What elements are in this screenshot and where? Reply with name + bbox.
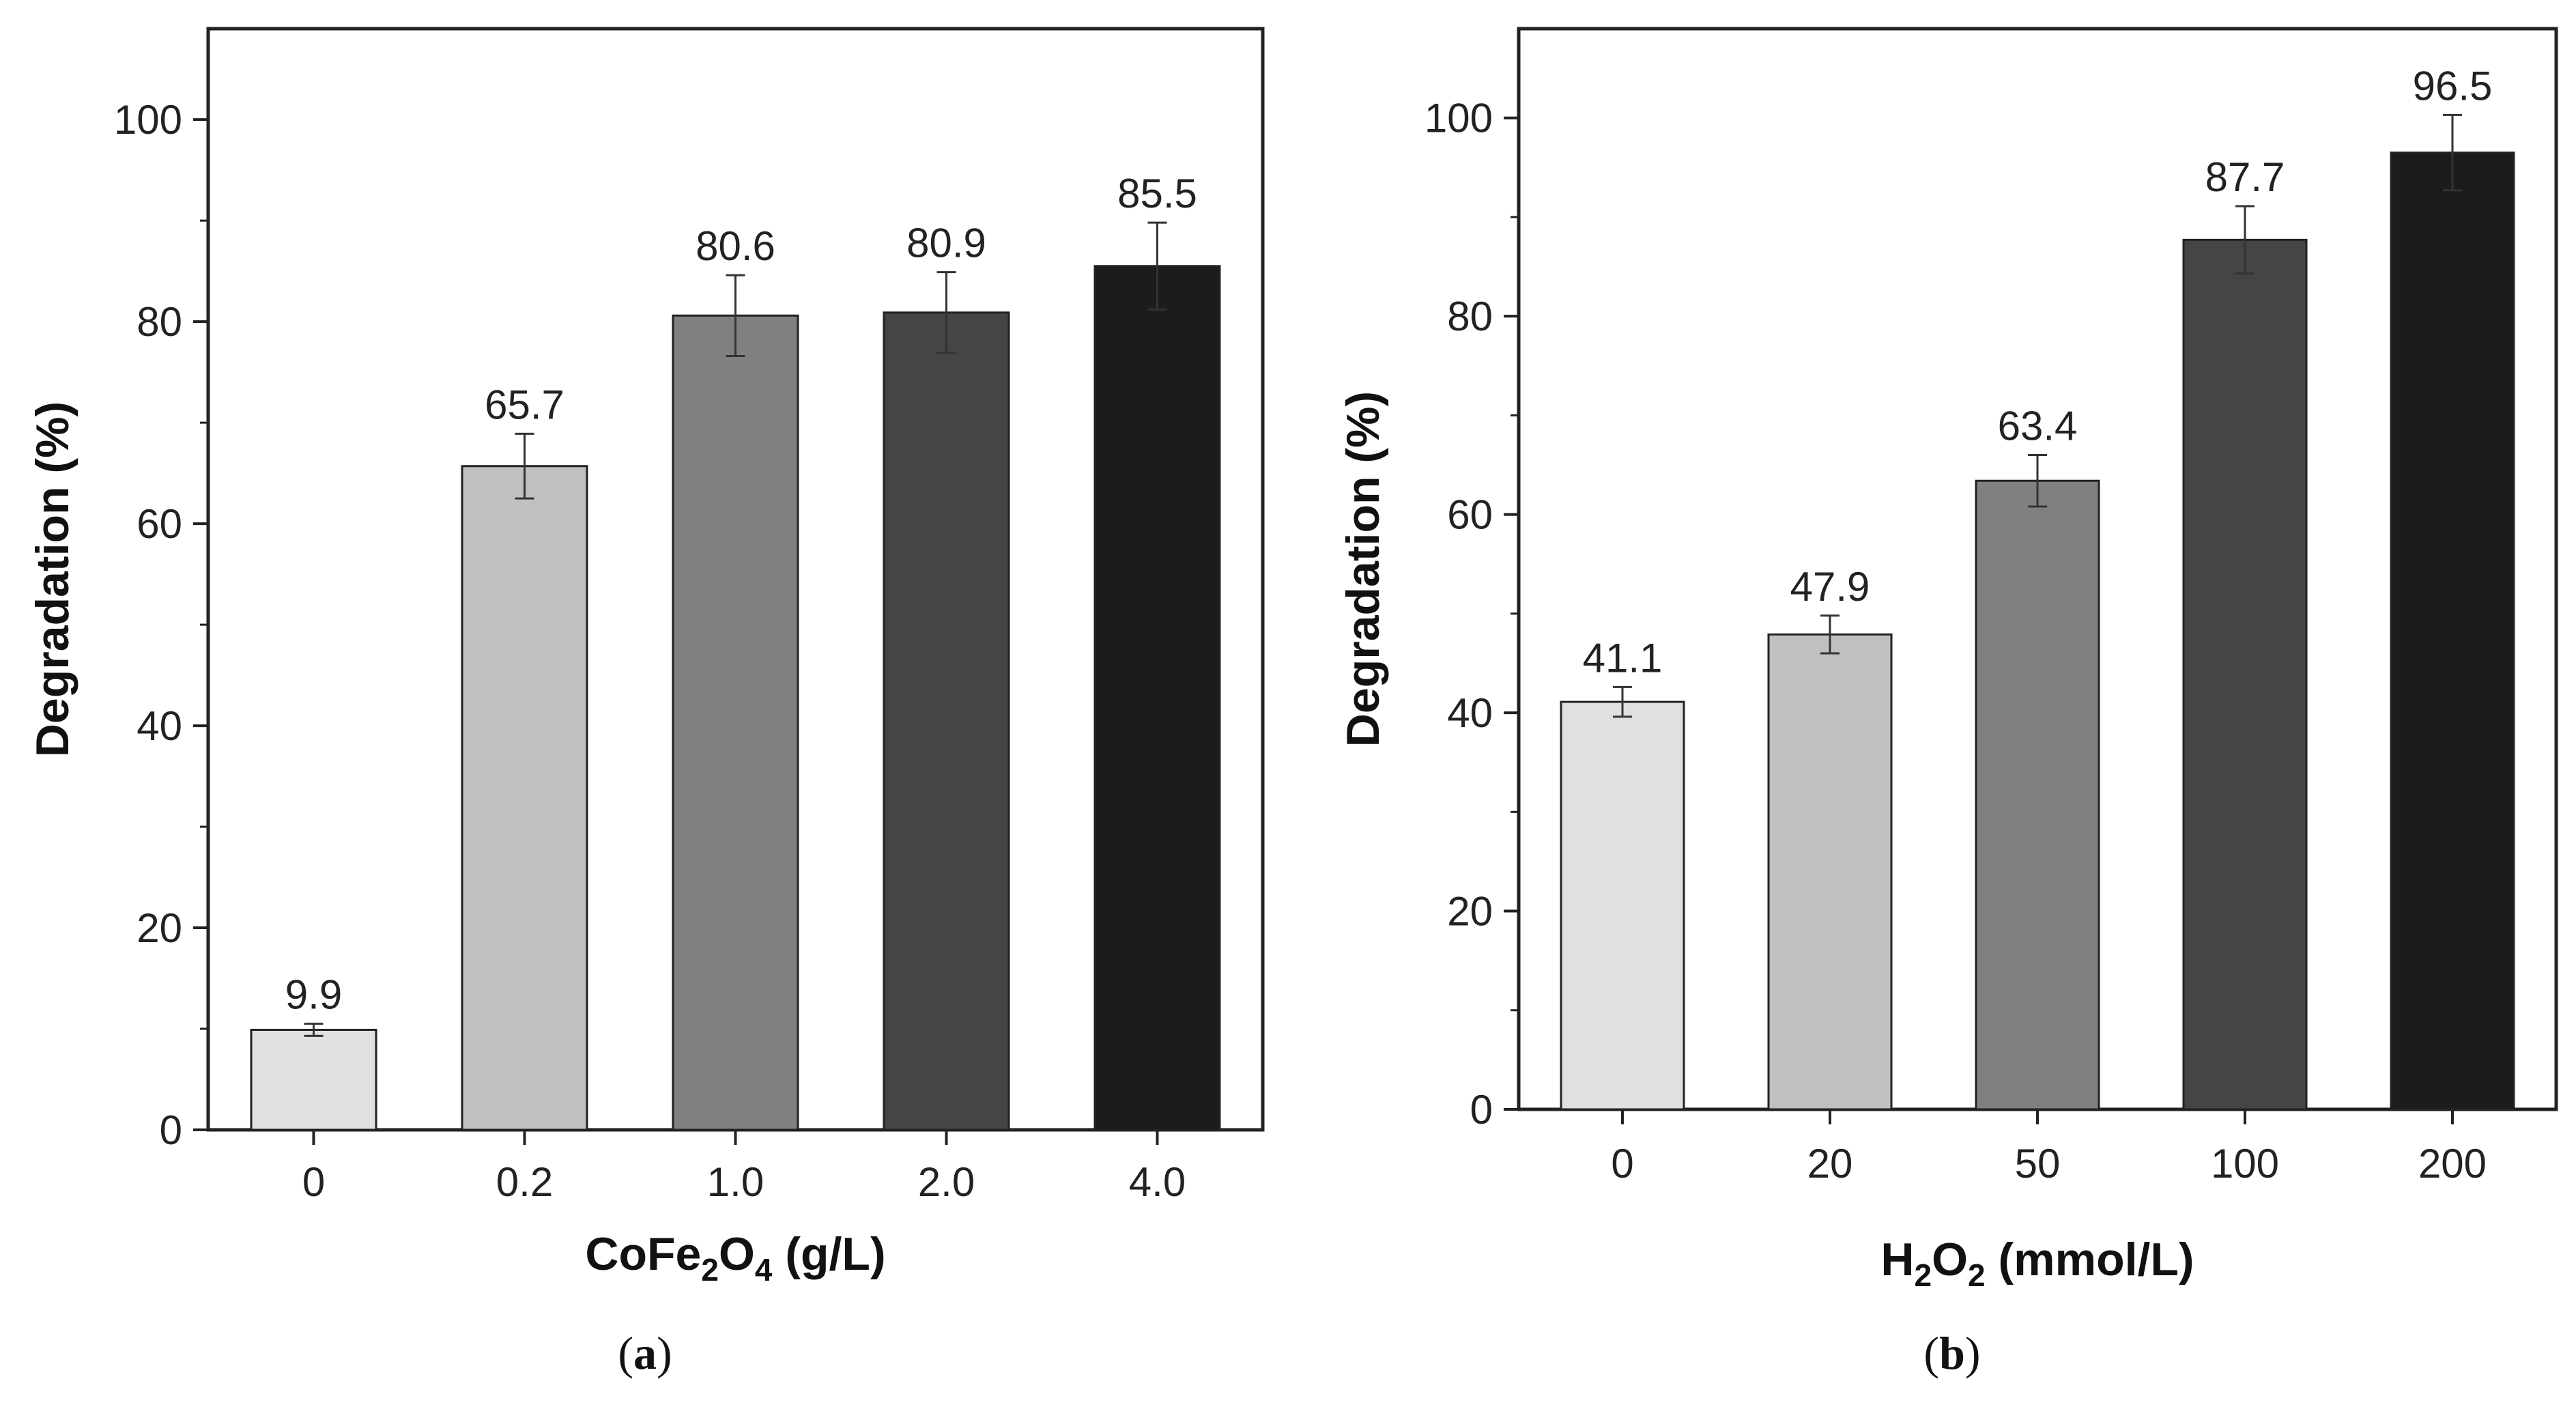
x-tick-label: 2.0 [918, 1159, 975, 1205]
caption-part: a [633, 1327, 657, 1379]
caption-part: ( [618, 1327, 633, 1379]
bar [1093, 265, 1221, 1131]
bar [1767, 633, 1893, 1111]
x-axis-title: H2O2 (mmol/L) [1880, 1234, 2194, 1293]
x-tick-label: 0.2 [496, 1159, 553, 1205]
y-tick-label: 100 [114, 97, 182, 143]
value-label: 47.9 [1790, 564, 1870, 610]
y-tick-label: 0 [160, 1107, 182, 1153]
x-tick-label: 4.0 [1129, 1159, 1186, 1205]
x-axis-title-subscript: 4 [755, 1252, 773, 1288]
caption-part: b [1939, 1327, 1965, 1379]
y-tick-label: 80 [137, 299, 182, 345]
x-tick-label: 20 [1807, 1141, 1853, 1186]
caption-part: ( [1923, 1327, 1939, 1379]
x-tick-label: 0 [1611, 1141, 1633, 1186]
x-tick-label: 100 [2211, 1141, 2279, 1186]
x-axis-title: CoFe2O4 (g/L) [585, 1228, 885, 1288]
bar [672, 314, 799, 1131]
value-label: 80.6 [696, 223, 775, 269]
value-label: 63.4 [1998, 403, 2078, 449]
x-axis-title-part: (g/L) [772, 1228, 885, 1280]
value-label: 85.5 [1117, 171, 1197, 216]
y-axis-title: Degradation (%) [1337, 391, 1389, 747]
bar [250, 1028, 377, 1131]
y-tick-label: 60 [1447, 492, 1493, 538]
y-tick-label: 60 [137, 501, 182, 547]
chart-panel-b: 0 20 40 60 80 100 41.1 0 47.9 20 63.4 50 87.7 100 96.5… [1337, 27, 2558, 1379]
panel-caption: (a) [618, 1327, 672, 1379]
y-tick-label: 0 [1470, 1087, 1493, 1133]
x-axis-title-part: O [1932, 1234, 1968, 1285]
value-label: 87.7 [2205, 154, 2285, 200]
value-label: 41.1 [1583, 635, 1663, 681]
y-axis-title: Degradation (%) [27, 401, 78, 757]
x-axis-title-part: CoFe [585, 1228, 701, 1280]
y-tick-label: 40 [1447, 690, 1493, 736]
bar [883, 311, 1010, 1131]
x-axis-title-part: H [1880, 1234, 1914, 1285]
x-tick-label: 0 [302, 1159, 325, 1205]
x-tick-label: 1.0 [707, 1159, 764, 1205]
bar [1560, 700, 1685, 1111]
x-axis-title-subscript: 2 [1915, 1257, 1932, 1293]
caption-part: ) [657, 1327, 672, 1379]
x-axis-title-part: O [719, 1228, 755, 1280]
value-label: 80.9 [906, 221, 986, 266]
x-axis-title-subscript: 2 [701, 1252, 719, 1288]
bar [2390, 152, 2515, 1111]
x-axis-title-subscript: 2 [1968, 1257, 1986, 1293]
bar [1975, 479, 2100, 1111]
y-tick-label: 100 [1425, 96, 1493, 141]
chart-panel-a: 0 20 40 60 80 100 9.9 0 65.7 0.2 80.6 1.0 80.9 2.0 85.… [27, 27, 1265, 1379]
value-label: 96.5 [2413, 63, 2493, 109]
value-label: 9.9 [285, 972, 342, 1018]
y-tick-label: 20 [137, 905, 182, 951]
y-tick-label: 40 [137, 703, 182, 749]
bar [2182, 238, 2308, 1111]
y-tick-label: 80 [1447, 294, 1493, 339]
panel-caption: (b) [1923, 1327, 1980, 1379]
value-label: 65.7 [485, 382, 564, 427]
caption-part: ) [1965, 1327, 1981, 1379]
bar [461, 465, 588, 1131]
y-tick-label: 20 [1447, 889, 1493, 935]
x-tick-label: 200 [2418, 1141, 2487, 1186]
x-axis-title-part: (mmol/L) [1986, 1234, 2194, 1285]
x-tick-label: 50 [2015, 1141, 2061, 1186]
